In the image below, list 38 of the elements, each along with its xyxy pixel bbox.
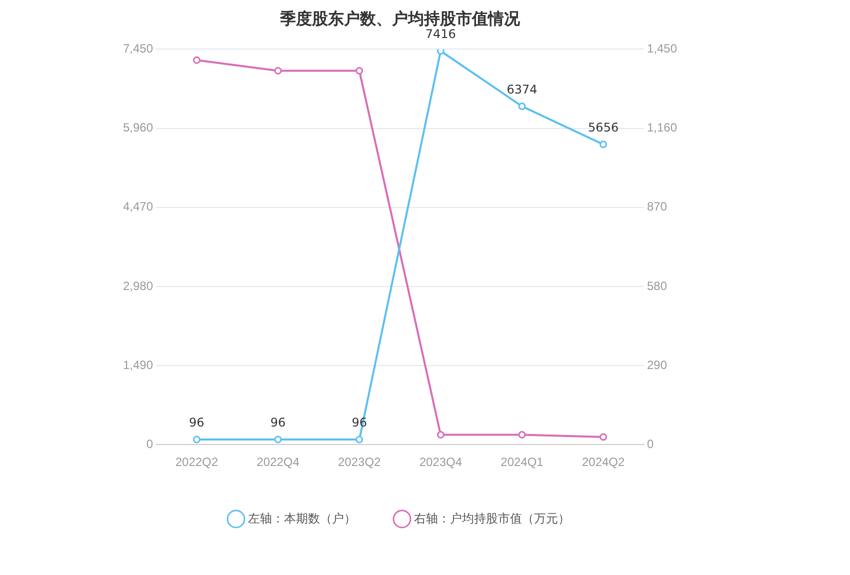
- y2-tick-label: 290: [646, 358, 668, 372]
- legend-label: 左轴：本期数（户）: [248, 511, 356, 526]
- x-tick-label: 2023Q2: [338, 455, 382, 470]
- y-tick-label: 0: [146, 436, 154, 451]
- y2-tick-label: 870: [646, 200, 668, 214]
- point: [600, 433, 608, 441]
- x-tick-label: 2024Q2: [582, 455, 625, 470]
- y-tick-label: 5,960: [123, 120, 154, 135]
- y2-tick-label: 1,450: [646, 42, 678, 56]
- point: [274, 436, 282, 444]
- x-tick-label: 2024Q1: [500, 455, 544, 470]
- x-tick-label: 2023Q4: [419, 455, 462, 470]
- point: [192, 56, 200, 64]
- x-tick-label: 2022Q2: [175, 455, 218, 470]
- data-label: 96: [270, 416, 286, 430]
- y2-tick-label: 1,160: [646, 120, 678, 135]
- point: [356, 66, 364, 74]
- y-tick-label: 7,450: [123, 42, 154, 56]
- y-tick-label: 4,470: [123, 200, 154, 214]
- point: [518, 431, 526, 439]
- legend-label: 右轴：户均持股市值（万元）: [414, 511, 570, 526]
- point: [436, 431, 444, 439]
- y-tick-label: 2,980: [123, 278, 154, 293]
- point: [274, 66, 282, 74]
- data-label: 6374: [506, 82, 538, 96]
- y2-tick-label: 0: [646, 436, 654, 451]
- data-label: 5656: [588, 120, 619, 135]
- data-label: 96: [189, 416, 204, 430]
- x-tick-label: 2022Q4: [256, 455, 300, 470]
- point: [192, 436, 200, 444]
- y-tick-label: 1,490: [123, 358, 154, 372]
- point: [600, 140, 608, 148]
- point: [356, 436, 364, 444]
- point: [518, 102, 526, 110]
- y2-tick-label: 580: [646, 278, 668, 293]
- point: [436, 49, 444, 55]
- chart-title: 季度股东户数、户均持股市值情况: [279, 9, 521, 28]
- data-label: 7416: [425, 27, 456, 42]
